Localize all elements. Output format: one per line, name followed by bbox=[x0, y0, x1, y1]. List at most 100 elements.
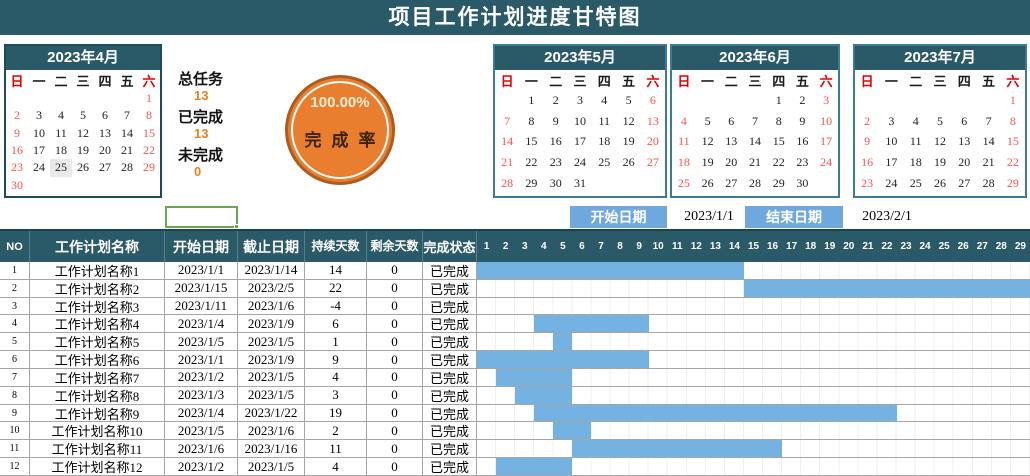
gantt-track[interactable] bbox=[477, 279, 1030, 297]
cell-end-date[interactable]: 2023/1/5 bbox=[238, 333, 305, 351]
cell-no[interactable]: 5 bbox=[0, 333, 30, 351]
cell-start-date[interactable]: 2023/1/1 bbox=[165, 351, 238, 368]
cell-duration[interactable]: -4 bbox=[305, 297, 367, 315]
cell-start-date[interactable]: 2023/1/11 bbox=[165, 297, 238, 315]
cell-start-date[interactable]: 2023/1/5 bbox=[165, 422, 238, 440]
cell-start-date[interactable]: 2023/1/4 bbox=[165, 404, 238, 422]
cell-duration[interactable]: 9 bbox=[305, 351, 367, 368]
cell-name[interactable]: 工作计划名称10 bbox=[30, 422, 165, 440]
cell-remaining[interactable]: 0 bbox=[367, 458, 423, 475]
cell-status[interactable]: 已完成 bbox=[423, 351, 477, 368]
cell-status[interactable]: 已完成 bbox=[423, 333, 477, 351]
cell-end-date[interactable]: 2023/1/5 bbox=[238, 368, 305, 386]
cell-no[interactable]: 9 bbox=[0, 404, 30, 422]
cell-remaining[interactable]: 0 bbox=[367, 297, 423, 315]
cell-start-date[interactable]: 2023/1/4 bbox=[165, 315, 238, 333]
cell-duration[interactable]: 22 bbox=[305, 279, 367, 297]
cell-duration[interactable]: 6 bbox=[305, 315, 367, 333]
cell-duration[interactable]: 11 bbox=[305, 440, 367, 458]
cell-status[interactable]: 已完成 bbox=[423, 404, 477, 422]
cell-duration[interactable]: 1 bbox=[305, 333, 367, 351]
gantt-track[interactable] bbox=[477, 351, 1030, 368]
cell-duration[interactable]: 19 bbox=[305, 404, 367, 422]
cell-duration[interactable]: 4 bbox=[305, 368, 367, 386]
end-date-value[interactable]: 2023/2/1 bbox=[862, 209, 912, 224]
cell-name[interactable]: 工作计划名称2 bbox=[30, 279, 165, 297]
cell-status[interactable]: 已完成 bbox=[423, 440, 477, 458]
gantt-track[interactable] bbox=[477, 315, 1030, 333]
gantt-track[interactable] bbox=[477, 458, 1030, 475]
gantt-track[interactable] bbox=[477, 297, 1030, 315]
cell-no[interactable]: 6 bbox=[0, 351, 30, 368]
cell-name[interactable]: 工作计划名称4 bbox=[30, 315, 165, 333]
cell-name[interactable]: 工作计划名称8 bbox=[30, 386, 165, 404]
cell-no[interactable]: 8 bbox=[0, 386, 30, 404]
cell-start-date[interactable]: 2023/1/3 bbox=[165, 386, 238, 404]
cell-no[interactable]: 1 bbox=[0, 262, 30, 279]
cell-start-date[interactable]: 2023/1/1 bbox=[165, 262, 238, 279]
cell-no[interactable]: 3 bbox=[0, 297, 30, 315]
cell-status[interactable]: 已完成 bbox=[423, 386, 477, 404]
cell-status[interactable]: 已完成 bbox=[423, 279, 477, 297]
cell-end-date[interactable]: 2023/2/5 bbox=[238, 279, 305, 297]
cell-start-date[interactable]: 2023/1/5 bbox=[165, 333, 238, 351]
cell-duration[interactable]: 2 bbox=[305, 422, 367, 440]
gantt-track[interactable] bbox=[477, 386, 1030, 404]
selected-cell[interactable] bbox=[165, 206, 239, 229]
gantt-track[interactable] bbox=[477, 404, 1030, 422]
cell-remaining[interactable]: 0 bbox=[367, 351, 423, 368]
cell-end-date[interactable]: 2023/1/16 bbox=[238, 440, 305, 458]
cell-start-date[interactable]: 2023/1/15 bbox=[165, 279, 238, 297]
cell-end-date[interactable]: 2023/1/22 bbox=[238, 404, 305, 422]
cell-remaining[interactable]: 0 bbox=[367, 440, 423, 458]
cell-status[interactable]: 已完成 bbox=[423, 315, 477, 333]
gantt-track[interactable] bbox=[477, 333, 1030, 351]
cell-end-date[interactable]: 2023/1/5 bbox=[238, 458, 305, 475]
cell-no[interactable]: 12 bbox=[0, 458, 30, 475]
cell-name[interactable]: 工作计划名称1 bbox=[30, 262, 165, 279]
cell-remaining[interactable]: 0 bbox=[367, 279, 423, 297]
cell-start-date[interactable]: 2023/1/2 bbox=[165, 458, 238, 475]
cell-remaining[interactable]: 0 bbox=[367, 386, 423, 404]
cell-start-date[interactable]: 2023/1/6 bbox=[165, 440, 238, 458]
cell-remaining[interactable]: 0 bbox=[367, 262, 423, 279]
cell-status[interactable]: 已完成 bbox=[423, 368, 477, 386]
cell-end-date[interactable]: 2023/1/14 bbox=[238, 262, 305, 279]
cell-end-date[interactable]: 2023/1/9 bbox=[238, 315, 305, 333]
cell-end-date[interactable]: 2023/1/5 bbox=[238, 386, 305, 404]
cell-status[interactable]: 已完成 bbox=[423, 422, 477, 440]
gantt-track[interactable] bbox=[477, 368, 1030, 386]
cell-remaining[interactable]: 0 bbox=[367, 422, 423, 440]
cell-duration[interactable]: 3 bbox=[305, 386, 367, 404]
cell-name[interactable]: 工作计划名称3 bbox=[30, 297, 165, 315]
cell-no[interactable]: 10 bbox=[0, 422, 30, 440]
gantt-track[interactable] bbox=[477, 422, 1030, 440]
cell-end-date[interactable]: 2023/1/6 bbox=[238, 297, 305, 315]
cell-remaining[interactable]: 0 bbox=[367, 315, 423, 333]
cell-name[interactable]: 工作计划名称11 bbox=[30, 440, 165, 458]
cell-name[interactable]: 工作计划名称6 bbox=[30, 351, 165, 368]
cell-status[interactable]: 已完成 bbox=[423, 262, 477, 279]
cell-duration[interactable]: 4 bbox=[305, 458, 367, 475]
cell-no[interactable]: 7 bbox=[0, 368, 30, 386]
cell-status[interactable]: 已完成 bbox=[423, 458, 477, 475]
fill-handle[interactable] bbox=[234, 224, 239, 229]
cell-remaining[interactable]: 0 bbox=[367, 404, 423, 422]
cell-name[interactable]: 工作计划名称7 bbox=[30, 368, 165, 386]
cell-name[interactable]: 工作计划名称9 bbox=[30, 404, 165, 422]
start-date-value[interactable]: 2023/1/1 bbox=[684, 209, 734, 224]
gantt-track[interactable] bbox=[477, 440, 1030, 458]
cell-no[interactable]: 2 bbox=[0, 279, 30, 297]
cell-name[interactable]: 工作计划名称12 bbox=[30, 458, 165, 475]
cell-no[interactable]: 4 bbox=[0, 315, 30, 333]
cell-no[interactable]: 11 bbox=[0, 440, 30, 458]
cell-end-date[interactable]: 2023/1/6 bbox=[238, 422, 305, 440]
cell-duration[interactable]: 14 bbox=[305, 262, 367, 279]
cell-remaining[interactable]: 0 bbox=[367, 333, 423, 351]
cell-end-date[interactable]: 2023/1/9 bbox=[238, 351, 305, 368]
cell-remaining[interactable]: 0 bbox=[367, 368, 423, 386]
cell-status[interactable]: 已完成 bbox=[423, 297, 477, 315]
gantt-track[interactable] bbox=[477, 262, 1030, 279]
cell-name[interactable]: 工作计划名称5 bbox=[30, 333, 165, 351]
cell-start-date[interactable]: 2023/1/2 bbox=[165, 368, 238, 386]
